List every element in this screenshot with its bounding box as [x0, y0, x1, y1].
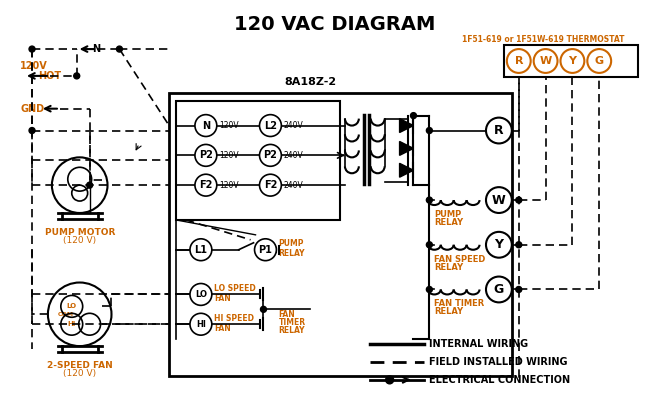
Circle shape	[190, 284, 212, 305]
Text: N: N	[202, 121, 210, 131]
Text: LO: LO	[67, 303, 77, 309]
Text: RELAY: RELAY	[434, 218, 464, 227]
Circle shape	[29, 46, 35, 52]
Text: P1: P1	[259, 245, 273, 255]
Text: 2-SPEED FAN: 2-SPEED FAN	[47, 361, 113, 370]
Text: L1: L1	[194, 245, 208, 255]
Circle shape	[411, 113, 417, 119]
Polygon shape	[399, 119, 413, 132]
Circle shape	[195, 174, 217, 196]
Circle shape	[29, 127, 35, 134]
Circle shape	[190, 239, 212, 261]
Circle shape	[486, 118, 512, 143]
Text: LO: LO	[195, 290, 207, 299]
Text: COM: COM	[58, 312, 74, 317]
Text: TIMER: TIMER	[278, 318, 306, 327]
Text: PUMP MOTOR: PUMP MOTOR	[44, 228, 115, 237]
Circle shape	[259, 145, 281, 166]
Circle shape	[86, 182, 92, 188]
Circle shape	[486, 277, 512, 303]
Circle shape	[507, 49, 531, 73]
Text: PUMP: PUMP	[278, 239, 304, 248]
Circle shape	[426, 127, 432, 134]
Text: R: R	[515, 56, 523, 66]
Text: HOT: HOT	[38, 71, 61, 81]
Text: 120 VAC DIAGRAM: 120 VAC DIAGRAM	[234, 16, 436, 34]
Text: HI SPEED: HI SPEED	[214, 314, 254, 323]
Circle shape	[588, 49, 611, 73]
Text: R: R	[494, 124, 504, 137]
Text: INTERNAL WIRING: INTERNAL WIRING	[429, 339, 529, 349]
Circle shape	[255, 239, 277, 261]
Bar	[176, 101, 340, 220]
Text: 240V: 240V	[283, 121, 303, 130]
Text: N: N	[92, 44, 100, 54]
Text: FAN: FAN	[214, 294, 230, 303]
Circle shape	[426, 287, 432, 292]
Text: W: W	[492, 194, 506, 207]
Text: FIELD INSTALLED WIRING: FIELD INSTALLED WIRING	[429, 357, 568, 367]
Text: FAN TIMER: FAN TIMER	[434, 300, 484, 308]
Text: RELAY: RELAY	[434, 308, 464, 316]
Circle shape	[426, 242, 432, 248]
Text: HI: HI	[196, 320, 206, 329]
Circle shape	[117, 46, 123, 52]
Circle shape	[426, 197, 432, 203]
Text: 120V: 120V	[219, 181, 239, 190]
Text: 120V: 120V	[219, 151, 239, 160]
Text: GND: GND	[20, 103, 44, 114]
Circle shape	[74, 73, 80, 79]
Circle shape	[259, 174, 281, 196]
Circle shape	[190, 313, 212, 335]
Text: 240V: 240V	[283, 151, 303, 160]
Text: PUMP: PUMP	[434, 210, 462, 219]
Circle shape	[561, 49, 584, 73]
Text: ELECTRICAL CONNECTION: ELECTRICAL CONNECTION	[429, 375, 570, 385]
Text: G: G	[494, 283, 504, 296]
Circle shape	[534, 49, 557, 73]
Circle shape	[516, 287, 522, 292]
Polygon shape	[399, 163, 413, 177]
Text: 120V: 120V	[219, 121, 239, 130]
Bar	[504, 45, 638, 77]
Text: F2: F2	[199, 180, 212, 190]
Text: RELAY: RELAY	[434, 263, 464, 272]
Text: P2: P2	[263, 150, 277, 160]
Text: W: W	[539, 56, 551, 66]
Text: FAN: FAN	[214, 324, 230, 333]
Circle shape	[259, 115, 281, 137]
Circle shape	[486, 232, 512, 258]
Text: F2: F2	[264, 180, 277, 190]
Text: FAN SPEED: FAN SPEED	[434, 255, 486, 264]
Text: 240V: 240V	[283, 181, 303, 190]
Text: 120V: 120V	[20, 61, 48, 71]
Text: 8A18Z-2: 8A18Z-2	[284, 77, 336, 87]
Text: Y: Y	[494, 238, 503, 251]
Text: HI: HI	[68, 321, 76, 327]
Circle shape	[261, 306, 267, 312]
Circle shape	[486, 187, 512, 213]
Text: FAN: FAN	[278, 310, 295, 319]
Text: P2: P2	[199, 150, 213, 160]
Circle shape	[516, 242, 522, 248]
Polygon shape	[399, 142, 413, 155]
Circle shape	[386, 376, 393, 384]
Text: Y: Y	[568, 56, 576, 66]
Circle shape	[195, 145, 217, 166]
Text: RELAY: RELAY	[278, 249, 305, 258]
Text: G: G	[595, 56, 604, 66]
Text: RELAY: RELAY	[278, 326, 305, 335]
Text: LO SPEED: LO SPEED	[214, 284, 255, 293]
Text: L2: L2	[264, 121, 277, 131]
Text: 1F51-619 or 1F51W-619 THERMOSTAT: 1F51-619 or 1F51W-619 THERMOSTAT	[462, 35, 625, 44]
Text: (120 V): (120 V)	[63, 236, 96, 245]
Bar	[169, 93, 512, 376]
Circle shape	[195, 115, 217, 137]
Circle shape	[516, 197, 522, 203]
Text: (120 V): (120 V)	[63, 369, 96, 378]
